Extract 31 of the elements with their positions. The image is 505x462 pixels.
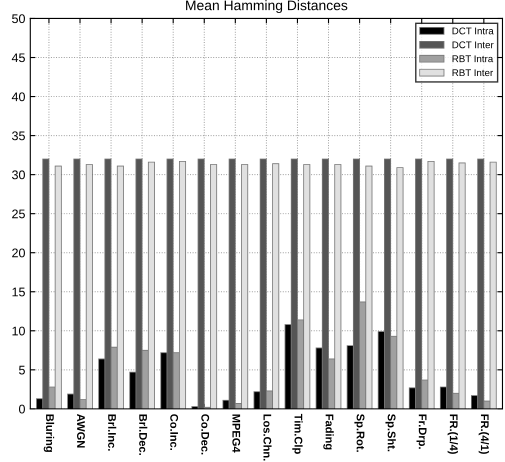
- legend-label: RBT Intra: [452, 55, 494, 62]
- x-tick-label: Co.Inc.: [170, 414, 178, 450]
- x-tick-label: FR.(1/4): [448, 414, 458, 454]
- x-tick-label: FR.(4/1): [478, 414, 490, 454]
- x-tick-label: Tim.Clp: [292, 414, 303, 454]
- y-tick-label: 0: [18, 404, 25, 414]
- legend-label: DCT Intra: [452, 27, 494, 34]
- x-tick-label: Brl.Inc.: [108, 414, 116, 451]
- y-tick-label: 20: [12, 248, 25, 258]
- x-tick-label: Sp.Rot.: [354, 414, 364, 452]
- y-tick-label: 50: [12, 14, 25, 24]
- x-tick-label: Los.Chn.: [263, 414, 272, 460]
- x-tick-label: Bluring: [44, 414, 54, 452]
- x-tick-label: AWGN: [77, 414, 85, 448]
- x-tick-label: Fr.Drp.: [416, 414, 426, 449]
- y-tick-label: 10: [12, 326, 25, 336]
- y-tick-label: 25: [12, 209, 25, 218]
- y-tick-label: 35: [12, 131, 25, 140]
- x-tick-label: Co.Dec.: [201, 414, 210, 454]
- x-tick-label: Sp.Sht.: [385, 414, 396, 452]
- y-tick-label: 40: [12, 92, 25, 102]
- x-tick-label: MPEG4: [232, 414, 240, 453]
- chart-title: Mean Hamming Distances: [186, 0, 348, 14]
- y-tick-label: 30: [12, 170, 25, 180]
- legend-label: RBT Inter: [452, 69, 494, 76]
- x-tick-label: Fading: [323, 414, 334, 450]
- x-tick-label: Brl.Dec.: [139, 414, 148, 455]
- y-tick-label: 45: [12, 53, 25, 62]
- y-tick-label: 15: [12, 288, 25, 296]
- legend-label: DCT Inter: [452, 41, 494, 48]
- y-tick-label: 5: [18, 366, 25, 374]
